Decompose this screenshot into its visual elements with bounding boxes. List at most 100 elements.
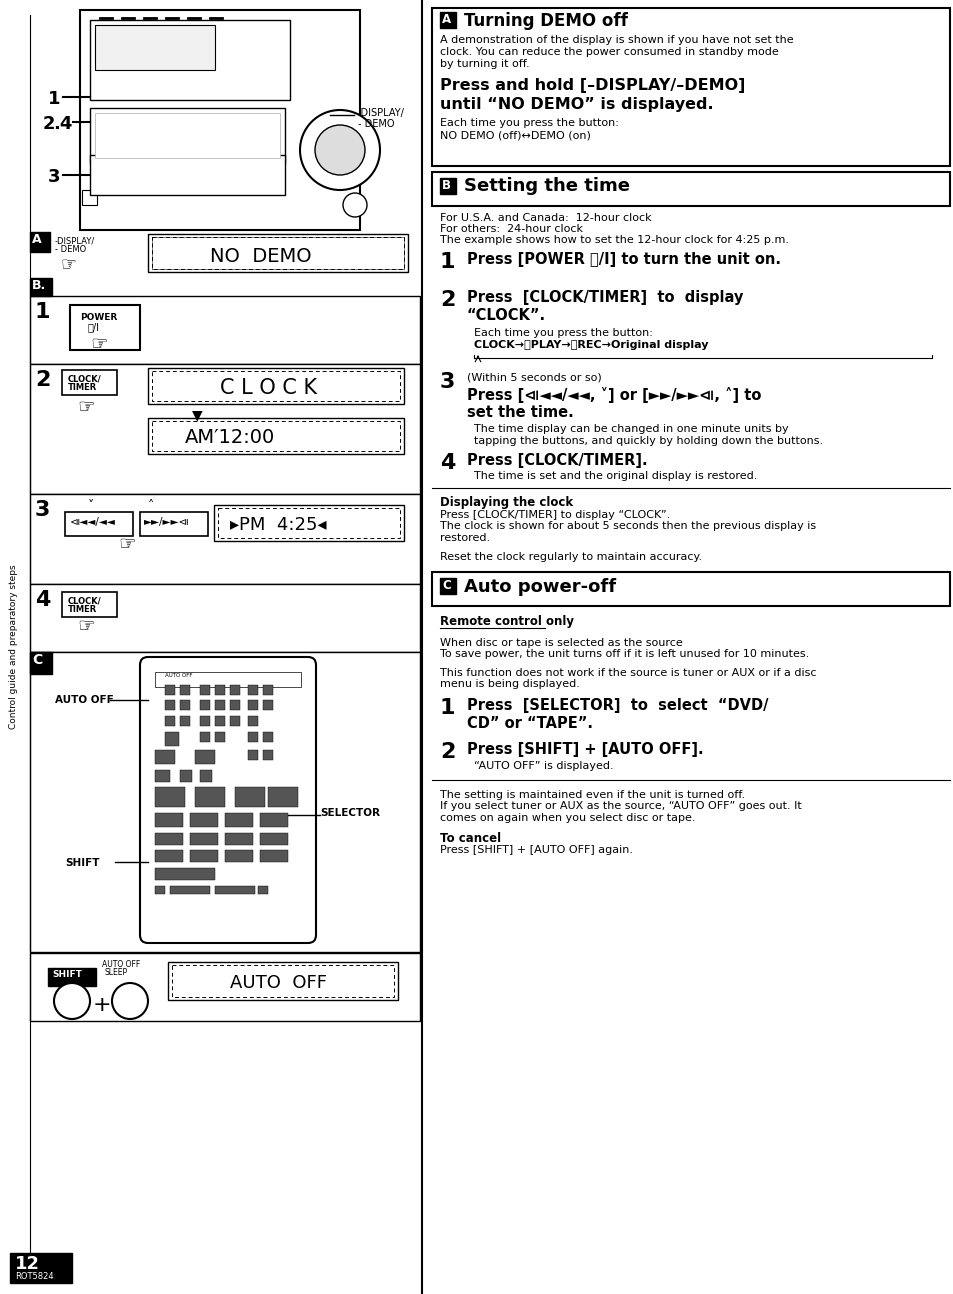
Bar (260, 813, 288, 827)
Text: A: A (441, 13, 451, 26)
Text: -DISPLAY/: -DISPLAY/ (55, 236, 95, 245)
Text: If you select tuner or AUX as the source, “AUTO OFF” goes out. It: If you select tuner or AUX as the source… (439, 801, 801, 811)
Text: - DEMO: - DEMO (55, 245, 86, 254)
Bar (30, 652, 52, 674)
Bar (168, 961, 397, 1000)
Text: -DISPLAY/: -DISPLAY/ (357, 107, 404, 118)
Text: 3: 3 (439, 371, 455, 392)
FancyBboxPatch shape (152, 421, 399, 452)
Bar (80, 10, 359, 230)
Text: ROT5824: ROT5824 (15, 1272, 53, 1281)
Text: TIMER: TIMER (68, 606, 97, 613)
Text: C: C (441, 578, 450, 591)
Bar (214, 716, 225, 726)
Text: .4: .4 (53, 115, 72, 133)
Text: ▼: ▼ (192, 408, 202, 422)
Text: “CLOCK”.: “CLOCK”. (467, 308, 545, 324)
Text: 12: 12 (15, 1255, 40, 1273)
Bar (190, 850, 218, 862)
Text: To save power, the unit turns off if it is left unused for 10 minutes.: To save power, the unit turns off if it … (439, 650, 808, 659)
Bar (152, 237, 403, 269)
Bar (154, 672, 301, 687)
Text: AUTO OFF: AUTO OFF (55, 695, 113, 705)
Bar (180, 716, 190, 726)
Text: CLOCK/: CLOCK/ (68, 597, 102, 606)
Bar (263, 685, 273, 695)
Text: Each time you press the button:: Each time you press the button: (474, 327, 652, 338)
Text: Each time you press the button:: Each time you press the button: (439, 118, 618, 128)
Text: Press [POWER ⏻/I] to turn the unit on.: Press [POWER ⏻/I] to turn the unit on. (467, 252, 781, 267)
FancyBboxPatch shape (152, 371, 399, 401)
Text: set the time.: set the time. (467, 405, 573, 421)
Text: The clock is shown for about 5 seconds then the previous display is: The clock is shown for about 5 seconds t… (439, 521, 815, 531)
Text: restored.: restored. (439, 533, 490, 543)
Text: by turning it off.: by turning it off. (439, 60, 529, 69)
Bar (200, 685, 210, 695)
Bar (230, 700, 240, 710)
Text: tapping the buttons, and quickly by holding down the buttons.: tapping the buttons, and quickly by hold… (474, 436, 822, 446)
Bar (154, 868, 214, 880)
Bar (90, 107, 285, 163)
Bar (213, 505, 403, 541)
Bar (95, 168, 117, 180)
Bar (30, 296, 419, 364)
Text: For others:  24-hour clock: For others: 24-hour clock (439, 224, 582, 234)
Bar (148, 367, 403, 404)
Text: TIMER: TIMER (68, 383, 97, 392)
Bar (200, 716, 210, 726)
Text: C: C (32, 653, 42, 666)
Text: To cancel: To cancel (439, 832, 500, 845)
FancyBboxPatch shape (218, 509, 399, 538)
Bar (214, 700, 225, 710)
Bar (148, 418, 403, 454)
Text: CLOCK→ⓅPLAY→ⓅREC→Original display: CLOCK→ⓅPLAY→ⓅREC→Original display (474, 340, 708, 349)
Bar (30, 952, 419, 1021)
Text: +: + (92, 995, 112, 1014)
Text: 1: 1 (48, 91, 60, 107)
Bar (248, 685, 257, 695)
Text: Remote control only: Remote control only (439, 615, 574, 628)
Text: 1: 1 (35, 302, 51, 322)
Bar (140, 512, 208, 536)
Bar (62, 591, 117, 617)
Bar (48, 968, 96, 986)
Bar (260, 833, 288, 845)
Text: Auto power-off: Auto power-off (463, 578, 616, 597)
Bar (165, 700, 174, 710)
Bar (148, 234, 408, 272)
Bar (214, 685, 225, 695)
Bar (180, 685, 190, 695)
Text: AUTO  OFF: AUTO OFF (230, 974, 327, 992)
Bar (65, 512, 132, 536)
Bar (439, 578, 456, 594)
Text: ⧏◄◄/◄◄: ⧏◄◄/◄◄ (70, 518, 115, 527)
Bar (432, 172, 949, 206)
Text: 1: 1 (439, 252, 455, 272)
Bar (263, 700, 273, 710)
Bar (260, 850, 288, 862)
Bar (154, 813, 183, 827)
Text: SHIFT: SHIFT (52, 970, 82, 980)
Bar (154, 787, 185, 807)
Bar (439, 12, 456, 28)
Bar (190, 813, 218, 827)
Text: AM′12:00: AM′12:00 (185, 428, 275, 446)
Text: C L O C K: C L O C K (220, 378, 316, 399)
Bar (194, 787, 225, 807)
Bar (165, 716, 174, 726)
Bar (194, 751, 214, 763)
Text: ☞: ☞ (118, 534, 135, 554)
Bar (200, 732, 210, 741)
Bar (154, 770, 170, 782)
Text: ˄: ˄ (148, 499, 154, 512)
Bar (90, 155, 285, 195)
Bar (257, 886, 268, 894)
Bar (30, 652, 419, 952)
Bar (170, 886, 210, 894)
Text: 1: 1 (439, 697, 455, 718)
Text: NO DEMO (off)↔DEMO (on): NO DEMO (off)↔DEMO (on) (439, 129, 590, 140)
Bar (95, 113, 280, 158)
Text: 2: 2 (43, 115, 55, 133)
Text: Reset the clock regularly to maintain accuracy.: Reset the clock regularly to maintain ac… (439, 553, 701, 562)
Bar (154, 850, 183, 862)
